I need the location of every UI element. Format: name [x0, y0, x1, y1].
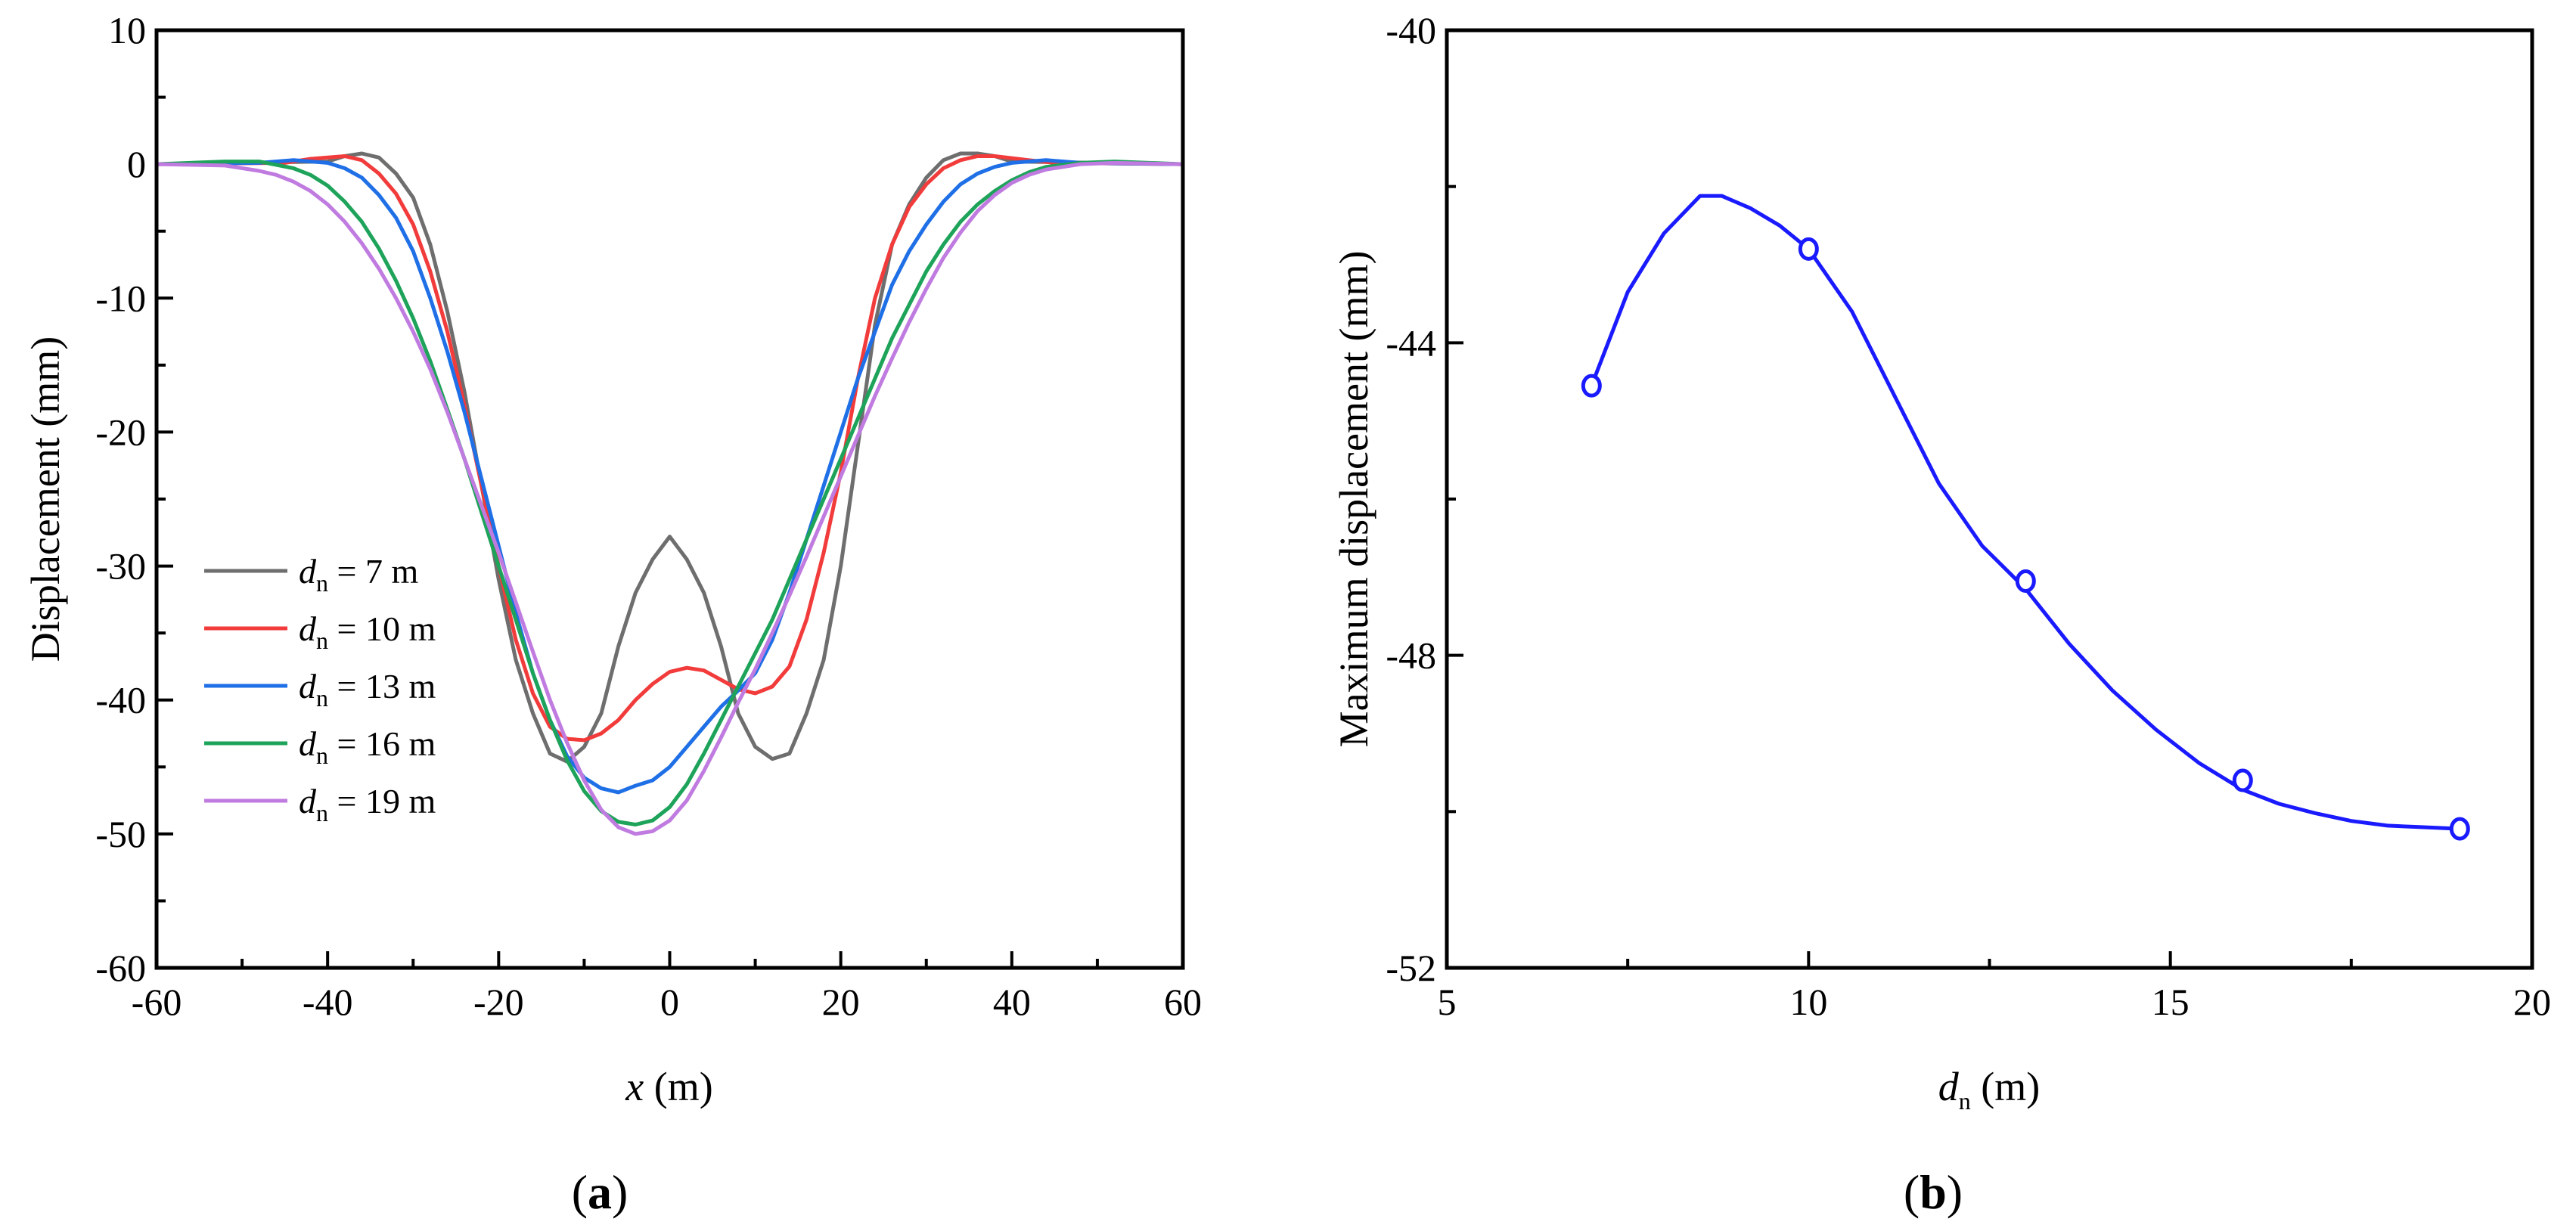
legend-label-4: dn = 19 m [299, 782, 436, 826]
chart-b-series [1581, 194, 2470, 841]
chart-b-marker [1581, 374, 1602, 398]
chart-a-xlabel: x (m) [625, 1064, 712, 1109]
chart-a-xtick-label: 0 [660, 981, 679, 1023]
chart-a-ytick-label: -10 [95, 277, 146, 319]
chart-a-ytick-label: -40 [95, 679, 146, 721]
chart-b-ytick-label: -40 [1386, 9, 1436, 51]
chart-a-xtick-label: 20 [822, 981, 860, 1023]
panel-label-b: (b) [1904, 1165, 1963, 1219]
chart-a-series [154, 151, 1185, 836]
legend-label-1: dn = 10 m [299, 609, 436, 654]
chart-b-ytick-label: -48 [1386, 634, 1436, 677]
chart-b-marker [2015, 569, 2036, 593]
chart-a-xtick-label: -60 [132, 981, 182, 1023]
chart-a-ytick-label: -20 [95, 411, 146, 453]
chart-b-ylabel: Maximum displacement (mm) [1331, 251, 1376, 748]
chart-b-xtick-label: 20 [2513, 981, 2551, 1023]
chart-b: 5 10 15 20 -40 -44 -48 -52 dn (m) Maximum displ… [1331, 9, 2551, 1219]
chart-a-ytick-label: -60 [95, 947, 146, 989]
chart-b-marker [2449, 817, 2470, 841]
chart-b-marker [1798, 237, 1819, 261]
legend-label-3: dn = 16 m [299, 724, 436, 769]
chart-a-ytick-label: 0 [127, 143, 146, 185]
chart-a: -60 -40 -20 0 20 40 60 10 0 -10 -20 -30 -40 -50 -60 dn… [23, 9, 1202, 1219]
chart-b-xtick-label: 5 [1438, 981, 1457, 1023]
chart-a-ylabel: Displacement (mm) [23, 336, 68, 662]
chart-b-xlabel: dn (m) [1938, 1064, 2040, 1115]
chart-a-tick-labels: -60 -40 -20 0 20 40 60 10 0 -10 -20 -30 -40 -50 -60 [95, 9, 1202, 1023]
chart-a-ytick-label: -50 [95, 813, 146, 855]
chart-a-series-line-1 [154, 154, 1185, 743]
chart-a-series-line-3 [154, 160, 1185, 826]
chart-b-plot-frame [1445, 28, 2534, 970]
chart-a-xtick-label: 60 [1164, 981, 1202, 1023]
chart-a-legend: dn = 7 m dn = 10 m dn = 13 m dn = 16 m dn = … [204, 552, 436, 826]
legend-label-2: dn = 13 m [299, 667, 436, 712]
chart-a-plot-frame [154, 28, 1185, 970]
chart-b-xtick-label: 15 [2152, 981, 2190, 1023]
chart-b-ticks [1445, 29, 2534, 969]
chart-a-ytick-label: 10 [108, 9, 146, 51]
chart-b-xtick-label: 10 [1789, 981, 1827, 1023]
chart-b-marker [2232, 768, 2253, 792]
chart-a-xtick-label: -20 [473, 981, 524, 1023]
chart-a-ytick-label: -30 [95, 545, 146, 588]
chart-a-series-line-2 [154, 158, 1185, 795]
chart-a-xtick-label: -40 [303, 981, 353, 1023]
chart-b-ytick-label: -52 [1386, 947, 1436, 989]
chart-b-ytick-label: -44 [1386, 321, 1436, 364]
panel-label-a: (a) [572, 1165, 628, 1219]
chart-a-series-line-4 [154, 160, 1185, 836]
chart-a-xtick-label: 40 [993, 981, 1031, 1023]
chart-b-tick-labels: 5 10 15 20 -40 -44 -48 -52 [1386, 9, 2551, 1023]
chart-b-series-line-0 [1589, 194, 2462, 831]
legend-label-0: dn = 7 m [299, 552, 418, 597]
